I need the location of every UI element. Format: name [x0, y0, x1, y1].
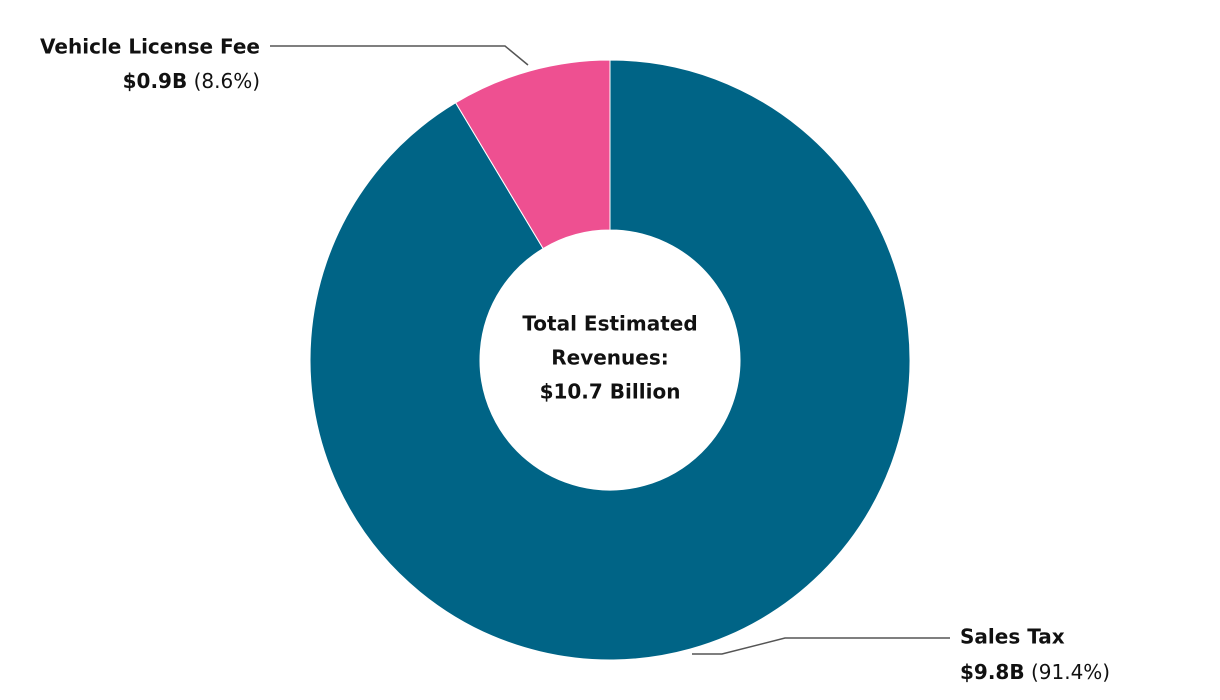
percent-label: (91.4%): [1031, 660, 1110, 684]
center-label: Revenues:: [551, 346, 669, 370]
category-label: Vehicle License Fee: [40, 35, 260, 59]
leader-line: [692, 637, 950, 655]
slice: [454, 59, 611, 250]
value-label-group: $0.9B (8.6%): [123, 69, 260, 93]
slice: [309, 59, 911, 661]
value-label-group: $9.8B (91.4%): [960, 660, 1110, 684]
percent-label: (8.6%): [194, 69, 260, 93]
leader-line: [270, 45, 529, 66]
category-label: Sales Tax: [960, 625, 1065, 649]
center-label: Total Estimated: [522, 312, 697, 336]
amount-label: $0.9B: [123, 69, 188, 93]
center-label: $10.7 Billion: [540, 380, 681, 404]
amount-label: $9.8B: [960, 660, 1025, 684]
